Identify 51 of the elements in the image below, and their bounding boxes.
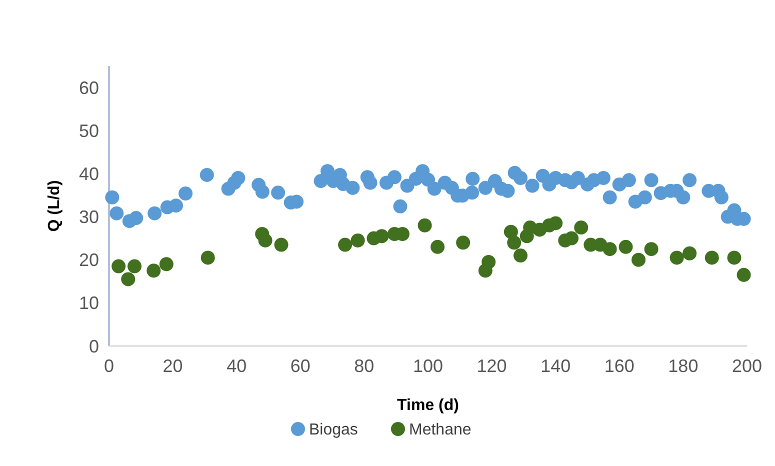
x-tick-label: 140 [540,356,571,376]
point [682,246,697,260]
x-tick-label: 160 [604,356,634,376]
x-tick-label: 0 [104,356,114,376]
x-tick-label: 200 [732,356,762,376]
point [274,238,288,252]
point [338,238,352,252]
point [727,250,742,265]
point [456,236,470,250]
x-tick-label: 80 [354,356,374,376]
point [128,259,142,274]
point [507,236,522,250]
point [159,257,174,272]
point [430,240,445,254]
legend-label: Biogas [309,422,358,439]
point [146,264,161,278]
y-axis-title: Q (L/d) [46,180,63,232]
point [112,259,126,274]
y-tick-label: 40 [78,164,99,184]
point [618,240,633,254]
point [121,272,136,286]
point [350,233,365,248]
point [482,255,496,269]
y-tick-label: 10 [78,293,99,314]
legend-label: Methane [409,422,472,439]
y-tick-label: 60 [78,78,99,98]
y-tick-label: 20 [78,250,99,270]
y-tick-label: 0 [88,336,99,356]
point [258,233,272,248]
x-tick-label: 180 [668,356,698,376]
point [514,248,528,263]
point [548,216,563,230]
point [418,218,432,232]
x-tick-label: 120 [476,356,507,376]
point [704,250,719,265]
x-tick-label: 60 [290,356,310,376]
point [736,268,751,282]
point [644,242,658,256]
point [564,231,579,246]
point [670,250,684,265]
x-axis-title: Time (d) [397,397,459,414]
point [602,242,617,256]
x-tick-label: 40 [226,356,247,376]
y-tick-label: 50 [78,120,99,141]
point [374,229,389,244]
x-tick-label: 100 [412,356,444,376]
x-tick-label: 20 [162,356,183,376]
y-tick-label: 30 [78,207,99,228]
point [200,250,215,265]
point [632,252,646,267]
point [574,220,588,235]
